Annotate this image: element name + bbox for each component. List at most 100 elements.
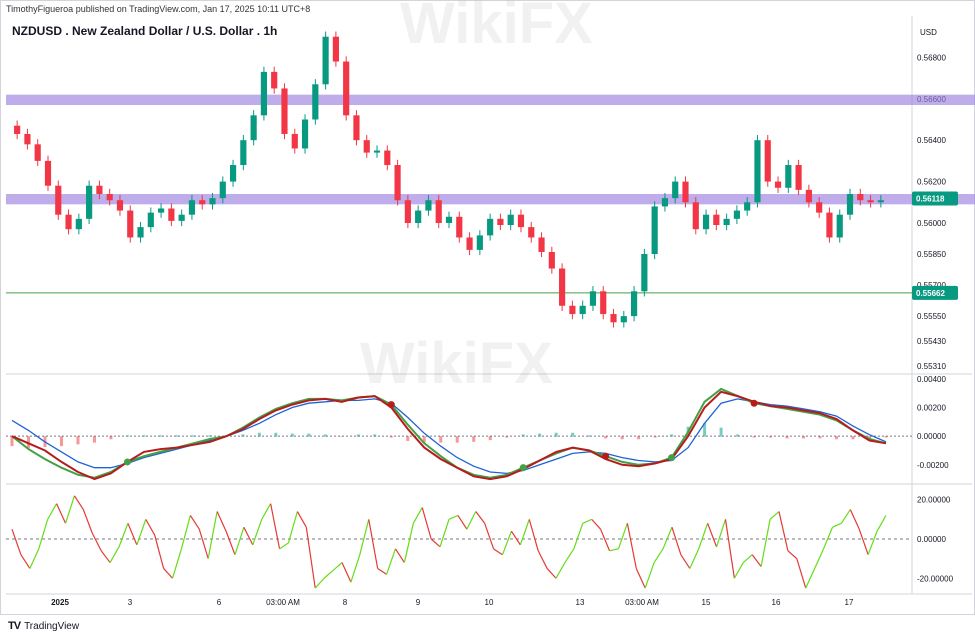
macd-histogram-bar (406, 436, 410, 441)
macd-histogram-bar (26, 436, 30, 448)
candle-body (168, 208, 175, 221)
candle-body (569, 305, 576, 315)
candle-body (86, 185, 93, 219)
candle-body (733, 210, 740, 219)
oscillator-segment (519, 519, 530, 546)
oscillator-segment (609, 548, 619, 552)
candle-body (219, 181, 226, 199)
oscillator-segment (626, 523, 637, 569)
oscillator-segment (707, 523, 718, 548)
oscillator-segment (270, 503, 281, 549)
candle-body (744, 202, 751, 211)
candle-body (147, 212, 154, 228)
candle-body (291, 133, 298, 149)
oscillator-segment (876, 515, 887, 532)
candle-body (600, 291, 607, 315)
footer: TV TradingView (8, 620, 79, 632)
macd-histogram-bar (554, 432, 558, 437)
macd-histogram-bar (76, 436, 80, 445)
oscillator-segment (582, 518, 592, 524)
oscillator-segment (832, 522, 842, 528)
candle-body (343, 61, 350, 116)
candle-body (774, 181, 782, 188)
macd-histogram-bar (109, 436, 113, 440)
macd-histogram-bar (142, 435, 146, 437)
candle-body (487, 218, 494, 236)
candle-body (178, 214, 185, 221)
oscillator-segment (29, 548, 40, 569)
oscillator-segment (287, 511, 298, 544)
oscillator-segment (296, 511, 307, 528)
oscillator-segment (457, 515, 468, 530)
macd-histogram-bar (769, 436, 773, 438)
macd-histogram-bar (59, 436, 63, 447)
macd-histogram-bar (521, 434, 525, 437)
macd-histogram-bar (92, 436, 96, 443)
oscillator-segment (724, 519, 735, 579)
oscillator-segment (163, 568, 173, 579)
macd-crossover-dot (519, 464, 527, 472)
candle-body (332, 36, 339, 62)
candle-body (353, 115, 360, 141)
price-tick-label: 0.56000 (917, 219, 946, 228)
price-tick-label: 0.55700 (917, 281, 946, 290)
oscillator-segment (314, 577, 325, 589)
candle-body (281, 88, 288, 134)
oscillator-segment (493, 548, 503, 556)
oscillator-tick-label: -20.00000 (917, 574, 954, 583)
macd-histogram-bar (257, 432, 261, 437)
candle-body (877, 200, 884, 203)
time-axis-label: 2025 (51, 598, 69, 607)
oscillator-segment (323, 569, 334, 579)
macd-histogram-bar (752, 436, 756, 438)
publisher-caption: TimothyFigueroa published on TradingView… (6, 4, 311, 14)
oscillator-segment (38, 519, 49, 549)
macd-tick-label: 0.00400 (917, 375, 946, 384)
oscillator-segment (849, 509, 860, 530)
oscillator-segment (412, 507, 423, 524)
oscillator-segment (778, 511, 789, 551)
oscillator-segment (796, 558, 807, 589)
candle-body (55, 185, 62, 215)
macd-histogram-bar (158, 435, 162, 437)
candle-body (373, 150, 381, 153)
oscillator-segment (332, 562, 343, 571)
oscillator-segment (751, 554, 762, 567)
candle-body (24, 133, 31, 145)
candle-body (260, 71, 268, 116)
candle-body (826, 212, 833, 238)
oscillator-segment (564, 548, 575, 563)
price-tick-label: 0.55850 (917, 250, 946, 259)
candle-body (476, 235, 483, 250)
macd-histogram-bar (274, 432, 278, 437)
candle-body (229, 165, 237, 182)
oscillator-segment (715, 519, 727, 548)
oscillator-segment (403, 523, 414, 563)
candle-body (651, 206, 658, 255)
candle-body (672, 181, 679, 199)
oscillator-segment (867, 530, 878, 555)
price-tick-label: 0.56800 (917, 53, 946, 62)
candle-body (661, 198, 669, 207)
candle-body (394, 165, 401, 201)
macd-histogram-bar (191, 435, 195, 437)
oscillator-tick-label: 20.00000 (917, 496, 951, 505)
oscillator-segment (234, 527, 245, 555)
macd-histogram-bar (307, 433, 311, 437)
oscillator-segment (662, 526, 673, 550)
candle-body (363, 140, 370, 153)
oscillator-segment (600, 528, 611, 552)
macd-tick-label: 0.00200 (917, 404, 946, 413)
candle-body (44, 160, 52, 186)
candle-body (713, 214, 720, 226)
oscillator-segment (189, 515, 200, 530)
oscillator-segment (617, 523, 628, 550)
macd-histogram-bar (241, 434, 245, 437)
candle-body (240, 140, 247, 166)
oscillator-segment (154, 534, 165, 569)
oscillator-segment (225, 530, 236, 555)
oscillator-segment (644, 562, 655, 589)
macd-histogram-bar (719, 427, 723, 437)
candle-body (702, 214, 710, 230)
